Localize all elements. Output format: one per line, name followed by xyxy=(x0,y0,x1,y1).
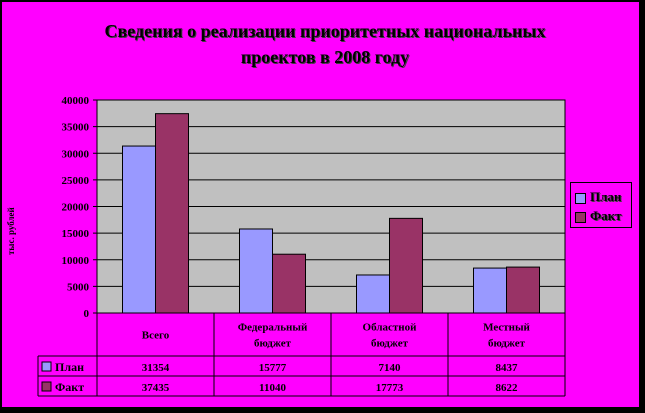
chart-title: Сведения о реализации приоритетных нацио… xyxy=(60,18,590,70)
category-label: Областной xyxy=(363,322,418,334)
bar-fact xyxy=(155,113,189,314)
category-label: Местный xyxy=(483,322,530,334)
y-tick-label: 20000 xyxy=(62,202,90,214)
table-legend-key-fact xyxy=(41,381,52,392)
category-label: бюджет xyxy=(488,338,526,350)
y-tick-label: 15000 xyxy=(62,228,90,240)
table-cell-value: 17773 xyxy=(376,382,404,394)
legend-label-plan: План xyxy=(590,189,622,204)
table-cell-value: 7140 xyxy=(379,362,402,374)
table-cell-value: 11040 xyxy=(259,382,286,394)
table-cell-value: 8622 xyxy=(496,382,519,394)
table-cell-value: 37435 xyxy=(142,382,170,394)
category-label: бюджет xyxy=(371,338,409,350)
bar-plan xyxy=(473,267,507,314)
table-series-name: Факт xyxy=(55,380,84,394)
bar-plan xyxy=(356,274,390,314)
bar-fact xyxy=(389,217,423,314)
chart-title-line-2: проектов в 2008 году xyxy=(240,47,410,67)
legend-label-fact: Факт xyxy=(590,208,622,223)
bar-fact xyxy=(506,266,540,314)
legend-swatch-plan xyxy=(575,192,586,204)
category-label: Всего xyxy=(142,330,170,342)
legend-item-fact: Факт xyxy=(575,208,622,224)
y-tick-label: 25000 xyxy=(62,175,90,187)
y-tick-label: 10000 xyxy=(62,255,90,267)
y-tick-label: 30000 xyxy=(62,148,90,160)
table-cell-value: 8437 xyxy=(496,362,519,374)
category-label: Федеральный xyxy=(238,322,308,334)
category-label: бюджет xyxy=(254,338,292,350)
bar-plan xyxy=(122,145,156,314)
y-tick-label: 35000 xyxy=(62,122,90,134)
table-cell-value: 31354 xyxy=(142,362,170,374)
y-tick-label: 5000 xyxy=(67,281,90,293)
table-legend-key-plan xyxy=(41,361,52,372)
table-cell-value: 15777 xyxy=(259,362,287,374)
y-tick-label: 40000 xyxy=(62,95,90,107)
y-tick-label: 0 xyxy=(84,308,90,320)
bar-plan xyxy=(239,228,273,314)
chart-title-line-1: Сведения о реализации приоритетных нацио… xyxy=(104,21,546,41)
legend-item-plan: План xyxy=(575,189,621,205)
legend: План Факт xyxy=(570,182,632,228)
legend-swatch-fact xyxy=(575,211,586,223)
table-series-name: План xyxy=(55,360,84,374)
bar-fact xyxy=(272,253,306,314)
